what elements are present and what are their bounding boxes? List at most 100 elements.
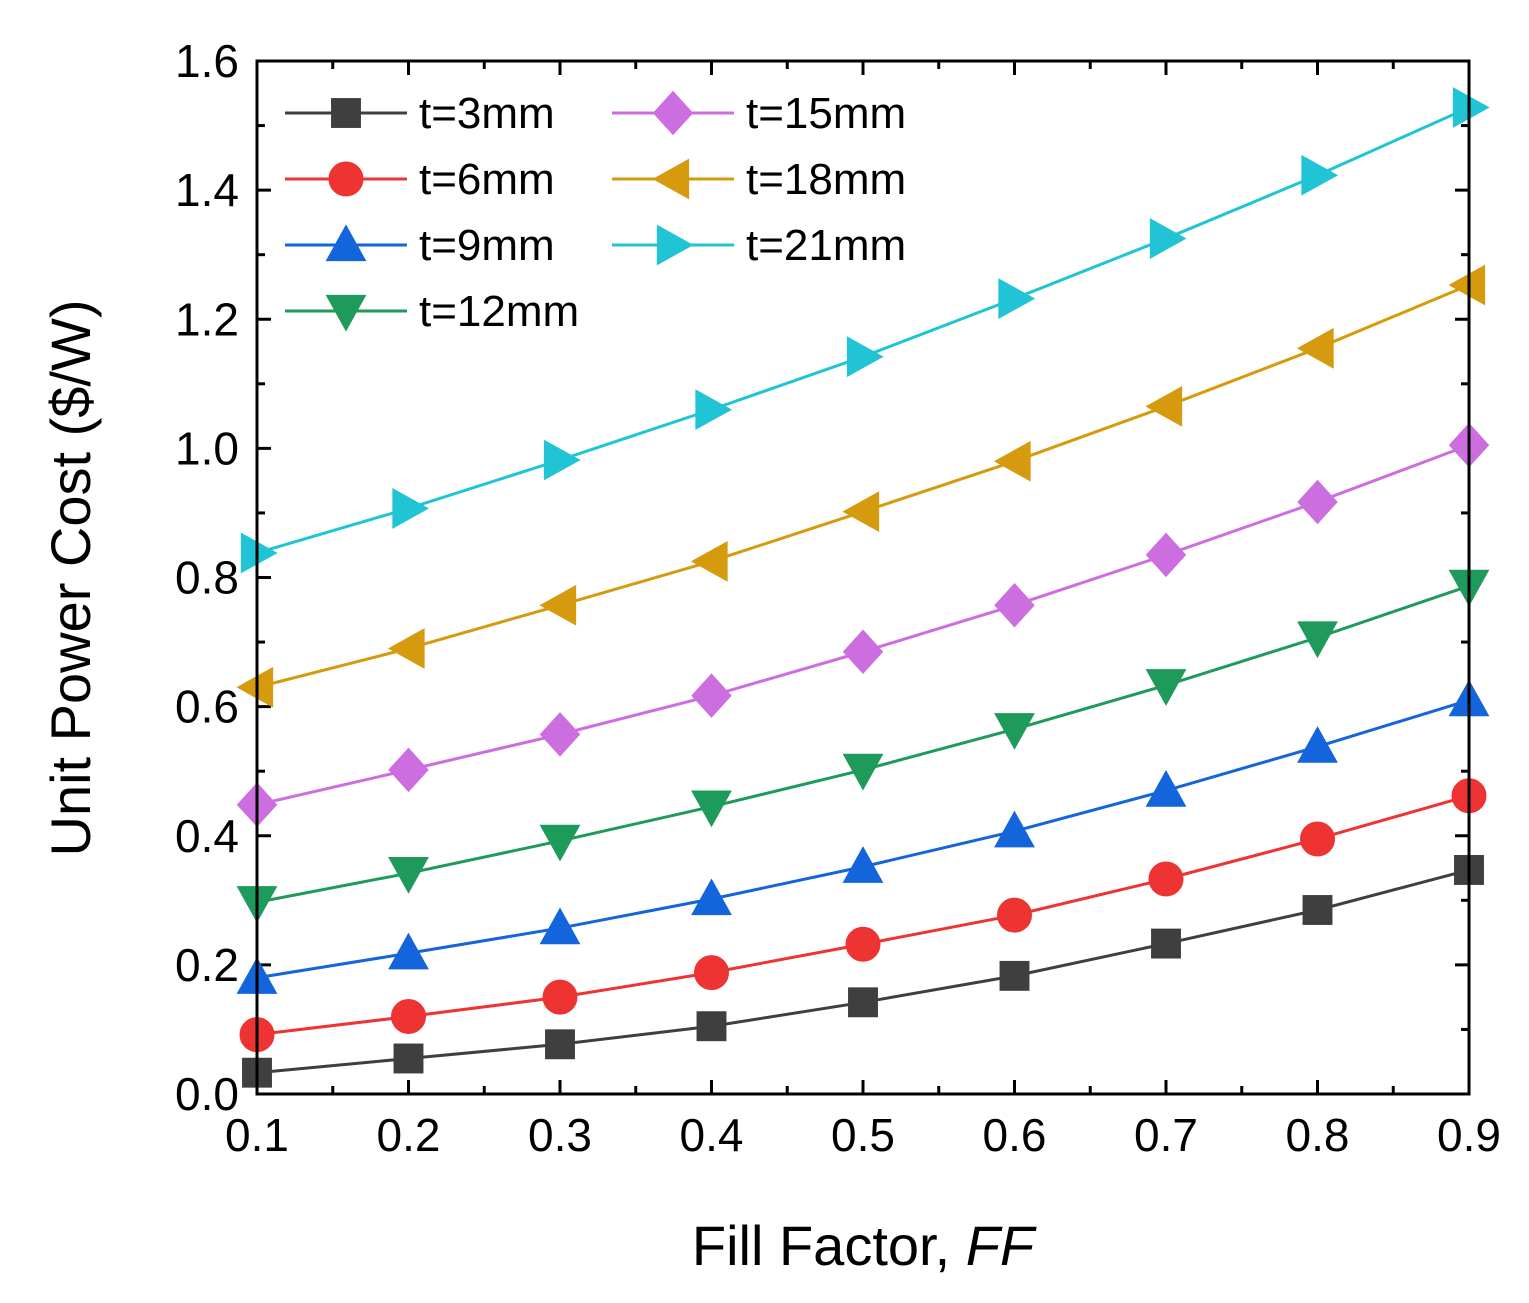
legend-item: t=18mm [612, 155, 906, 204]
data-point [543, 439, 581, 481]
x-axis-title-italic: FF [966, 1214, 1037, 1277]
data-point [1297, 726, 1338, 763]
data-point [1302, 895, 1333, 925]
x-tick-label: 0.7 [1134, 1109, 1198, 1161]
data-point [1151, 928, 1181, 959]
data-point [842, 491, 880, 533]
series-t=21mm [240, 87, 1490, 574]
y-tick-label: 1.2 [175, 293, 239, 345]
y-tick-label: 0.8 [175, 552, 239, 604]
tick-labels: 0.1 0.2 0.3 0.4 0.5 0.6 0.7 0.8 0.9 0.0 0.2 0.4 0.6 0… [175, 35, 1501, 1161]
data-point [691, 790, 732, 828]
y-tick-label: 1.0 [175, 422, 239, 474]
data-point [694, 955, 729, 991]
data-point [539, 824, 581, 862]
legend-marker [328, 161, 364, 197]
x-tick-label: 0.1 [225, 1109, 289, 1161]
data-point [1145, 532, 1187, 578]
x-tick-label: 0.8 [1286, 1109, 1350, 1161]
x-tick-label: 0.3 [528, 1109, 592, 1161]
data-point [240, 532, 278, 574]
legend-marker [331, 98, 361, 128]
y-tick-label: 0.0 [175, 1068, 239, 1120]
data-point [690, 540, 728, 582]
data-point [1300, 821, 1335, 857]
y-tick-label: 0.4 [175, 810, 239, 862]
y-tick-label: 1.6 [175, 35, 239, 87]
data-point [1297, 621, 1338, 659]
data-point [997, 897, 1032, 933]
data-point [392, 488, 430, 529]
legend-item: t=9mm [285, 221, 555, 270]
data-point [1148, 861, 1184, 897]
legend-label: t=18mm [746, 155, 906, 204]
data-point [393, 1043, 424, 1074]
data-point [236, 666, 274, 708]
y-tick-label: 1.4 [175, 164, 239, 216]
legend-label: t=3mm [419, 89, 555, 138]
series-t=18mm [236, 264, 1486, 708]
data-point [1145, 769, 1187, 807]
data-point [545, 1029, 575, 1060]
data-point [1301, 154, 1339, 196]
data-point [1297, 479, 1338, 525]
series-layer [236, 87, 1490, 1088]
data-point [387, 628, 425, 669]
legend-item: t=21mm [612, 221, 906, 270]
data-point [1149, 218, 1187, 259]
data-point [695, 389, 733, 431]
data-point [696, 1011, 727, 1042]
data-point [994, 713, 1035, 750]
legend-marker [325, 224, 367, 262]
data-point [842, 846, 884, 883]
data-point [1452, 87, 1490, 128]
legend-marker [325, 294, 367, 332]
data-point [842, 629, 884, 674]
series-t=3mm [242, 855, 1484, 1088]
legend: t=3mm t=6mm t=9mm t=12mm t=15mm t=18mm t=21mm [285, 89, 906, 336]
data-point [999, 960, 1030, 991]
x-tick-label: 0.6 [983, 1109, 1047, 1161]
data-point [391, 999, 426, 1035]
data-point [1145, 386, 1183, 427]
legend-label: t=12mm [419, 287, 579, 336]
data-point [388, 747, 429, 793]
x-tick-label: 0.9 [1437, 1109, 1501, 1161]
data-point [846, 336, 884, 378]
legend-item: t=12mm [285, 287, 579, 336]
series-t=15mm [236, 422, 1490, 828]
data-point [993, 440, 1031, 482]
y-tick-label: 0.2 [175, 939, 239, 991]
data-point [994, 583, 1035, 628]
data-point [691, 673, 732, 718]
legend-label: t=6mm [419, 155, 555, 204]
data-point [848, 987, 878, 1018]
data-point [998, 278, 1036, 319]
series-line [256, 868, 1470, 1075]
data-point [539, 712, 581, 757]
legend-marker [652, 90, 694, 136]
series-t=6mm [239, 778, 1487, 1053]
data-point [388, 932, 429, 970]
legend-marker [656, 224, 694, 266]
data-point [1145, 669, 1187, 706]
y-axis-title: Unit Power Cost ($/W) [39, 300, 102, 857]
data-point [1296, 327, 1334, 369]
data-point [539, 584, 577, 626]
legend-label: t=9mm [419, 221, 555, 270]
data-point [388, 857, 429, 894]
legend-label: t=15mm [746, 89, 906, 138]
data-point [1448, 264, 1486, 306]
data-point [691, 878, 732, 916]
x-tick-label: 0.2 [377, 1109, 441, 1161]
data-point [994, 810, 1035, 848]
y-tick-label: 0.6 [175, 681, 239, 733]
legend-item: t=15mm [612, 89, 906, 138]
x-axis-title: Fill Factor, FF [692, 1214, 1037, 1277]
data-point [842, 753, 884, 791]
series-t=12mm [236, 569, 1490, 923]
legend-item: t=3mm [285, 89, 555, 138]
legend-item: t=6mm [285, 155, 555, 204]
data-point [542, 979, 578, 1015]
